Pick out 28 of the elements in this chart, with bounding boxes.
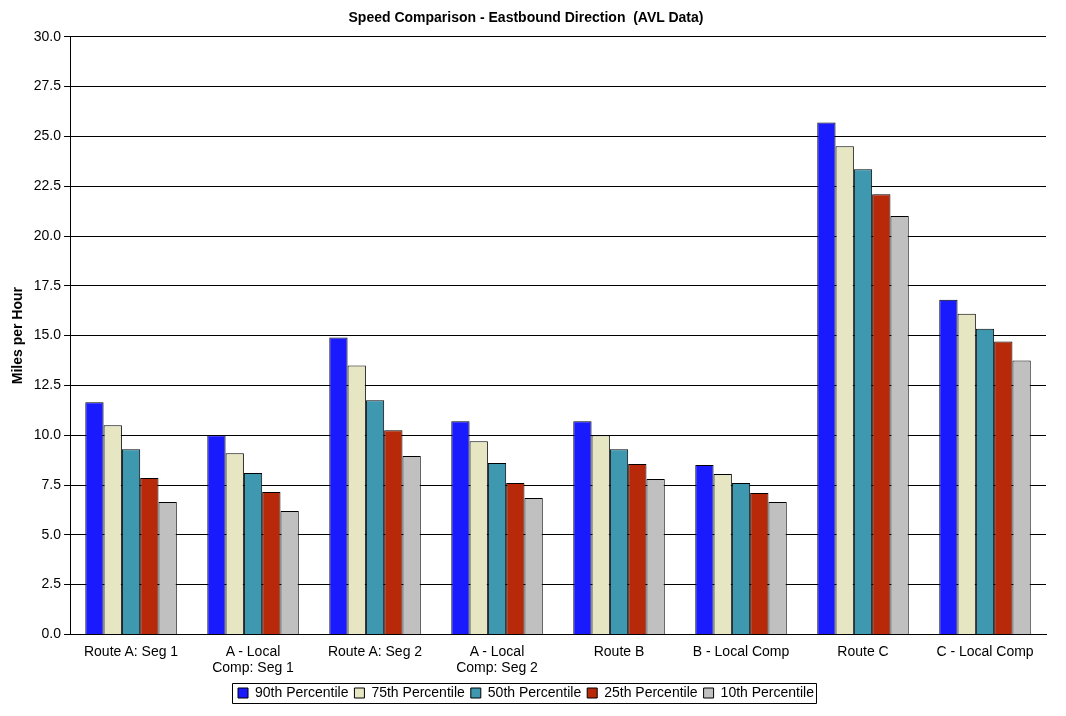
x-tick-label: C - Local Comp <box>936 642 1034 659</box>
y-tick-label: 12.5 <box>33 376 62 393</box>
y-axis-title: Miles per Hour <box>9 286 26 385</box>
y-tick-label: 17.5 <box>33 276 62 293</box>
x-tick-label: A - Local Comp: Seg 2 <box>456 642 539 676</box>
x-tick-label: Route C <box>837 642 889 659</box>
legend-label: 25th Percentile <box>604 683 698 700</box>
y-tick-label: 22.5 <box>33 177 62 194</box>
y-tick-label: 0.0 <box>41 625 62 642</box>
legend-label: 50th Percentile <box>487 683 582 700</box>
y-tick-label: 5.0 <box>41 525 62 542</box>
y-tick-label: 10.0 <box>33 426 62 443</box>
x-tick-label: A - Local Comp: Seg 1 <box>212 642 295 676</box>
x-tick-label: Route B <box>593 642 645 659</box>
y-tick-label: 25.0 <box>33 127 62 144</box>
y-tick-label: 20.0 <box>33 226 62 243</box>
y-tick-label: 30.0 <box>33 27 62 44</box>
y-tick-label: 7.5 <box>41 475 62 492</box>
legend-label: 90th Percentile <box>255 683 349 700</box>
x-tick-label: Route A: Seg 2 <box>327 642 423 659</box>
legend-label: 75th Percentile <box>371 683 466 700</box>
chart-title: Speed Comparison - Eastbound Direction (AVL Data) <box>348 9 704 26</box>
legend-label: 10th Percentile <box>720 683 815 700</box>
y-tick-label: 2.5 <box>41 575 62 592</box>
y-tick-label: 27.5 <box>33 77 62 94</box>
y-tick-label: 15.0 <box>33 326 62 343</box>
x-tick-label: B - Local Comp <box>692 642 790 659</box>
x-tick-label: Route A: Seg 1 <box>83 642 179 659</box>
